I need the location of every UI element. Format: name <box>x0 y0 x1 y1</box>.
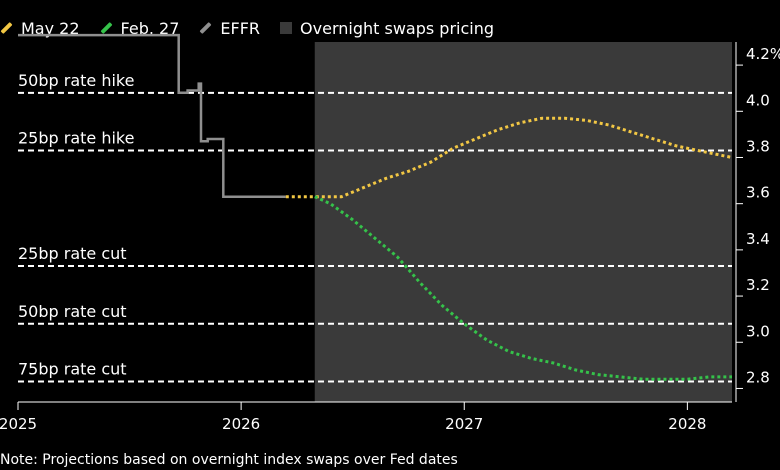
reference-line-label: 50bp rate cut <box>18 302 127 321</box>
reference-line-label: 25bp rate cut <box>18 244 127 263</box>
legend-label-shade: Overnight swaps pricing <box>300 18 494 38</box>
legend-item-feb27: Feb. 27 <box>100 18 180 38</box>
legend-label-effr: EFFR <box>220 18 261 38</box>
legend-item-may22: May 22 <box>0 19 80 38</box>
x-tick-label: 2028 <box>668 415 706 433</box>
x-tick-label: 2026 <box>222 415 260 433</box>
x-tick-label: 2027 <box>445 415 483 433</box>
legend-item-effr: EFFR <box>199 19 260 38</box>
series-may-22-line <box>285 116 733 199</box>
series-feb-27-line <box>314 195 732 381</box>
reference-line-label: 50bp rate hike <box>18 71 134 90</box>
legend-label-feb27: Feb. 27 <box>120 18 180 38</box>
y-tick-label: 3.4 <box>746 230 770 248</box>
reference-line-label: 25bp rate hike <box>18 129 134 148</box>
legend-label-may22: May 22 <box>21 18 80 38</box>
y-tick-label: 3.8 <box>746 137 770 155</box>
x-tick-label: 2025 <box>0 415 37 433</box>
y-tick-label: 3.0 <box>746 322 770 340</box>
shaded-region <box>314 42 732 402</box>
y-tick-label: 2.8 <box>746 368 770 386</box>
series-effr-line <box>18 33 286 198</box>
footnote: Note: Projections based on overnight ind… <box>0 452 458 468</box>
legend: May 22 Feb. 27 EFFR Overnight swaps pric… <box>0 16 514 40</box>
y-tick-label: 3.2 <box>746 276 770 294</box>
y-tick-label: 4.0 <box>746 91 770 109</box>
y-tick-label: 3.6 <box>746 184 770 202</box>
y-tick-label: 4.2% <box>746 45 780 63</box>
legend-item-shade: Overnight swaps pricing <box>280 19 494 38</box>
legend-swatch-shade <box>280 22 293 34</box>
reference-line-label: 75bp rate cut <box>18 360 127 379</box>
